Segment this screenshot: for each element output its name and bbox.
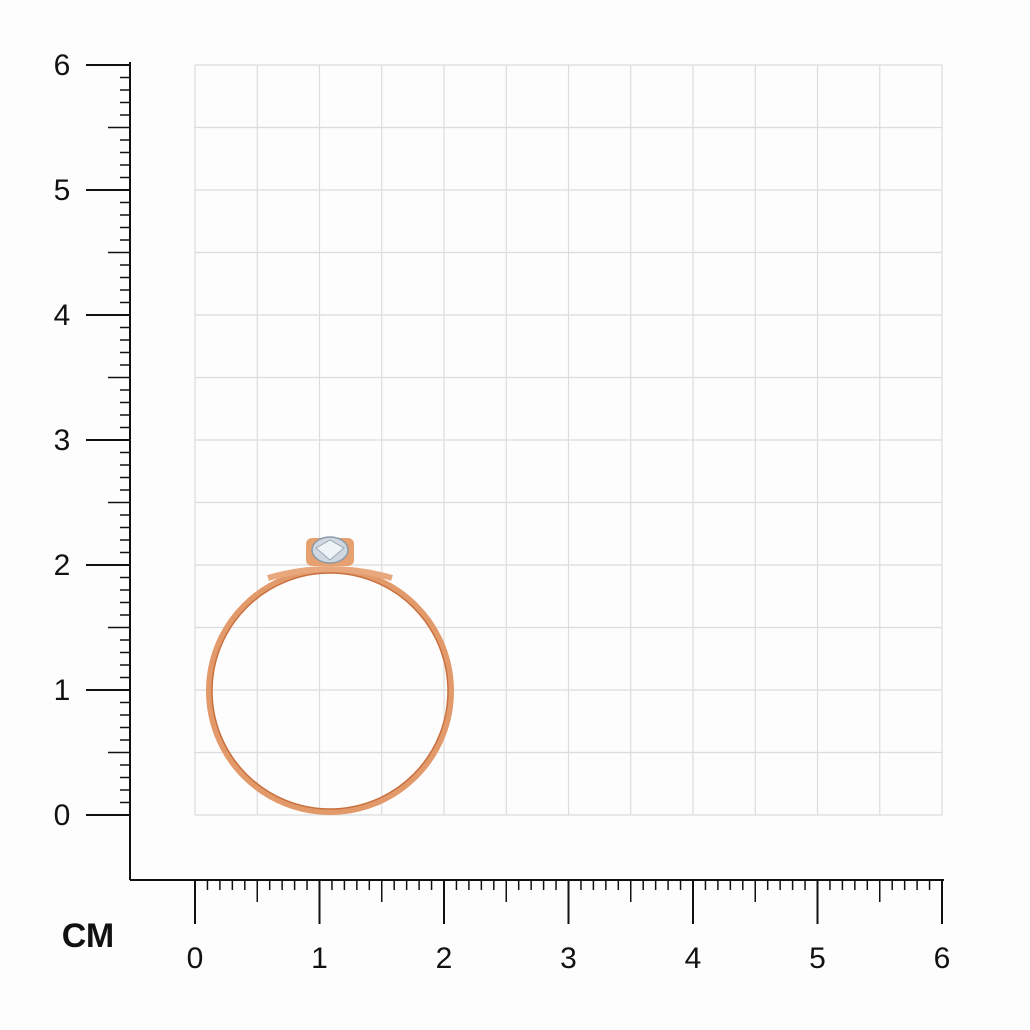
ruler-ticks [86, 64, 943, 924]
y-ruler-label: 5 [54, 174, 71, 207]
x-ruler-label: 1 [311, 942, 328, 975]
y-ruler-label: 6 [54, 49, 71, 82]
y-ruler-label: 1 [54, 674, 71, 707]
grid [194, 64, 943, 816]
x-ruler-label: 4 [685, 942, 702, 975]
ruler-labels: 0 1 2 3 4 5 6 0 1 2 3 4 5 6 [54, 49, 951, 975]
y-ruler-label: 2 [54, 549, 71, 582]
ring [206, 536, 454, 815]
ring-band-shadow [211, 572, 449, 810]
x-ruler-label: 6 [934, 942, 951, 975]
y-ruler-label: 0 [54, 799, 71, 832]
stone-facet [315, 539, 345, 561]
x-ruler-label: 3 [560, 942, 577, 975]
y-ruler-label: 4 [54, 299, 71, 332]
y-ruler-label: 3 [54, 424, 71, 457]
ring-shoulder [267, 566, 393, 581]
x-ruler-label: 0 [187, 942, 204, 975]
x-ruler-label: 2 [436, 942, 453, 975]
x-ruler-label: 5 [809, 942, 826, 975]
unit-label: СМ [62, 917, 114, 955]
